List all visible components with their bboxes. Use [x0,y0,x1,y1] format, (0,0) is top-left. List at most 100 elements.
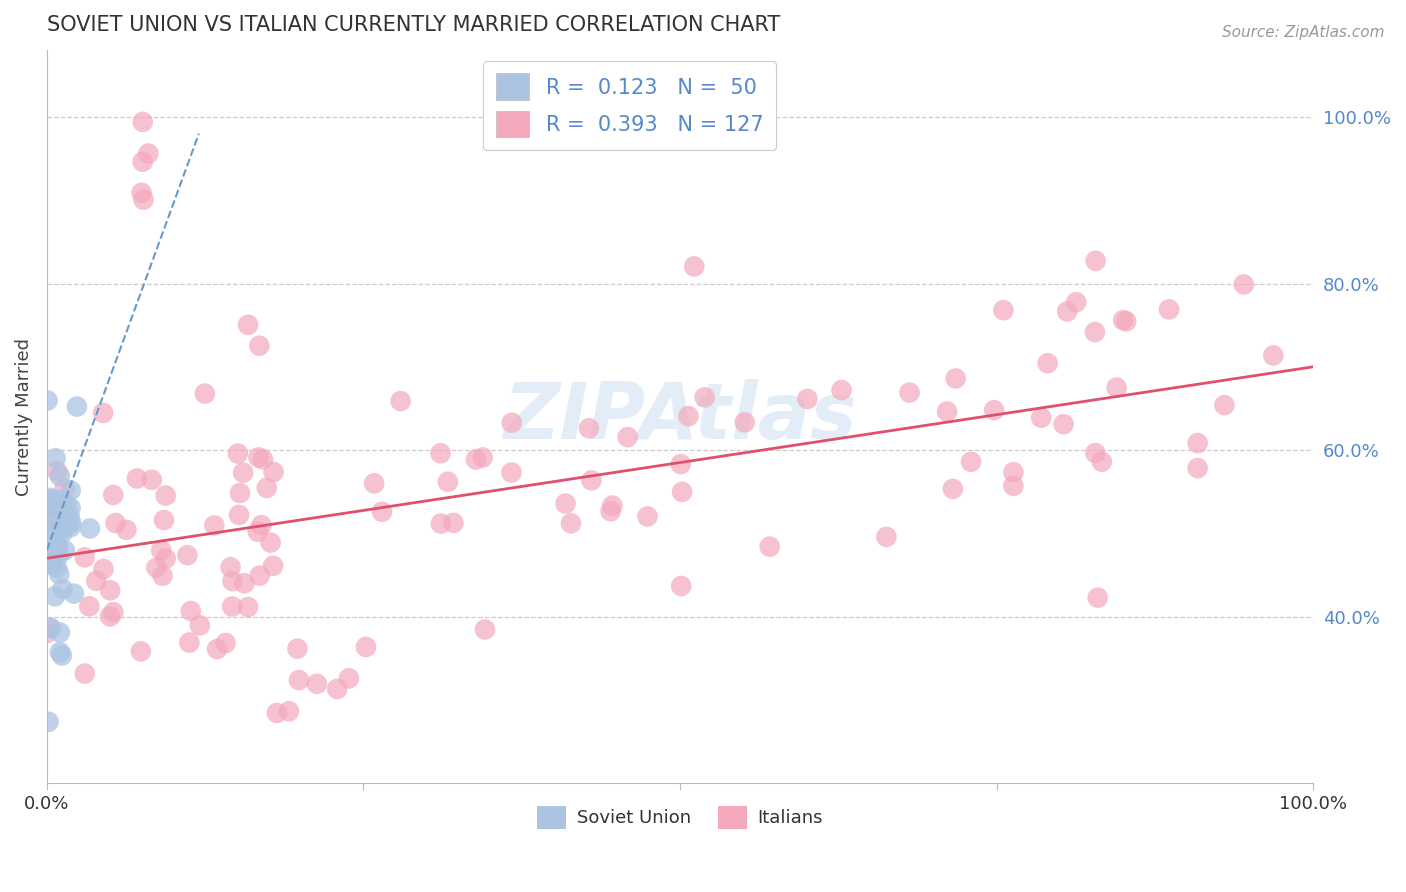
Point [153,513,176,527]
Point [581,474,603,488]
Point [46,549,69,563]
Point [326,681,349,696]
Point [145,560,167,574]
Point [38,492,60,507]
Point [38,556,60,570]
Point [464,452,486,467]
Point [41,549,63,563]
Point [46,464,69,478]
Point [59,509,82,524]
Point [474,623,496,637]
Point [37,549,59,564]
Point [51,502,73,516]
Point [898,385,921,400]
Point [49,625,72,640]
Point [936,404,959,418]
Point [188,618,211,632]
Point [37,393,59,408]
Point [49,523,72,537]
Point [115,523,138,537]
Point [1187,461,1209,475]
Point [671,484,693,499]
Point [247,450,270,465]
Point [1064,295,1087,310]
Point [141,473,163,487]
Point [180,604,202,618]
Point [1091,455,1114,469]
Point [129,644,152,658]
Point [693,390,716,404]
Point [983,403,1005,417]
Point [233,576,256,591]
Point [236,318,259,332]
Point [1084,253,1107,268]
Point [560,516,582,531]
Point [1036,356,1059,370]
Point [305,677,328,691]
Point [246,524,269,539]
Point [49,521,72,535]
Point [38,491,60,505]
Point [41,541,63,556]
Point [875,530,897,544]
Point [1112,313,1135,327]
Point [942,482,965,496]
Point [38,714,60,729]
Point [1053,417,1076,431]
Point [176,548,198,562]
Point [84,574,107,588]
Point [38,495,60,509]
Point [46,541,69,556]
Point [214,636,236,650]
Point [389,394,412,409]
Point [758,540,780,554]
Legend: Soviet Union, Italians: Soviet Union, Italians [530,798,831,837]
Point [46,492,69,507]
Point [266,706,288,720]
Point [37,537,59,551]
Point [337,671,360,685]
Point [202,518,225,533]
Point [602,499,624,513]
Point [1213,398,1236,412]
Point [49,497,72,511]
Point [131,186,153,200]
Point [41,551,63,566]
Point [152,568,174,582]
Point [554,496,576,510]
Point [1002,479,1025,493]
Point [256,481,278,495]
Point [42,500,65,514]
Point [229,486,252,500]
Point [669,457,692,471]
Point [262,558,284,573]
Point [42,558,65,572]
Point [1002,465,1025,479]
Point [179,635,201,649]
Point [249,568,271,582]
Point [1105,380,1128,394]
Point [578,421,600,435]
Point [501,466,523,480]
Point [259,535,281,549]
Point [960,455,983,469]
Point [91,406,114,420]
Point [1233,277,1256,292]
Point [39,513,62,527]
Point [945,371,967,385]
Point [138,146,160,161]
Point [1087,591,1109,605]
Point [1115,314,1137,328]
Point [38,621,60,635]
Point [155,489,177,503]
Point [63,587,86,601]
Point [66,400,89,414]
Point [49,523,72,537]
Point [226,446,249,460]
Point [35,626,58,640]
Point [831,383,853,397]
Point [59,501,82,516]
Point [44,589,66,603]
Point [44,521,66,535]
Point [51,648,73,663]
